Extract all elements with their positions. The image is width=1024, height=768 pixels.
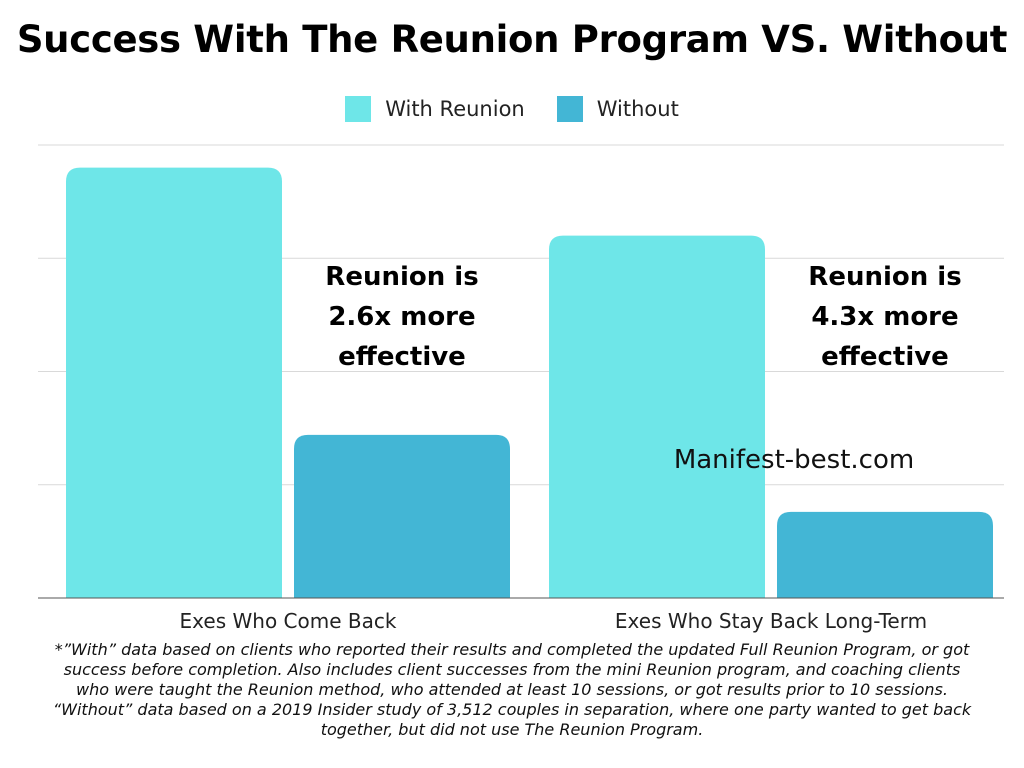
footnote-line-1: *”With” data based on clients who report… [54,640,970,659]
footnote-line-5: together, but did not use The Reunion Pr… [320,720,704,739]
bar-with-reunion-2 [549,235,765,598]
annotation-line: effective [338,342,466,372]
x-tick-label: Exes Who Come Back [180,609,397,633]
bar-without-2 [777,511,993,598]
footnote: *”With” data based on clients who report… [14,640,1010,740]
annotation-line: 2.6x more [328,302,475,332]
annotation-line: Reunion is [325,262,478,292]
annotation-line: Reunion is [808,262,961,292]
footnote-line-4: “Without” data based on a 2019 Insider s… [52,700,972,719]
legend-swatch-with-reunion [345,96,372,122]
bar-chart: Exes Who Come Back Exes Who Stay Back Lon… [38,144,1004,633]
chart-title: Success With The Reunion Program VS. Wit… [16,18,1008,61]
bar-with-reunion-1 [66,167,282,598]
legend-item-with-reunion: With Reunion [345,96,525,122]
legend-item-without: Without [556,96,679,122]
x-tick-label: Exes Who Stay Back Long-Term [615,609,927,633]
annotation-line: effective [821,342,949,372]
legend-swatch-without [556,96,583,122]
legend-label-with-reunion: With Reunion [385,97,525,121]
bar-without-1 [294,434,510,598]
annotation-line: 4.3x more [811,302,958,332]
legend: With Reunion Without [0,96,1024,122]
watermark-text: Manifest-best.com [674,445,914,475]
footnote-line-3: who were taught the Reunion method, who … [76,680,948,699]
legend-label-without: Without [596,97,679,121]
footnote-line-2: success before completion. Also includes… [63,660,961,679]
